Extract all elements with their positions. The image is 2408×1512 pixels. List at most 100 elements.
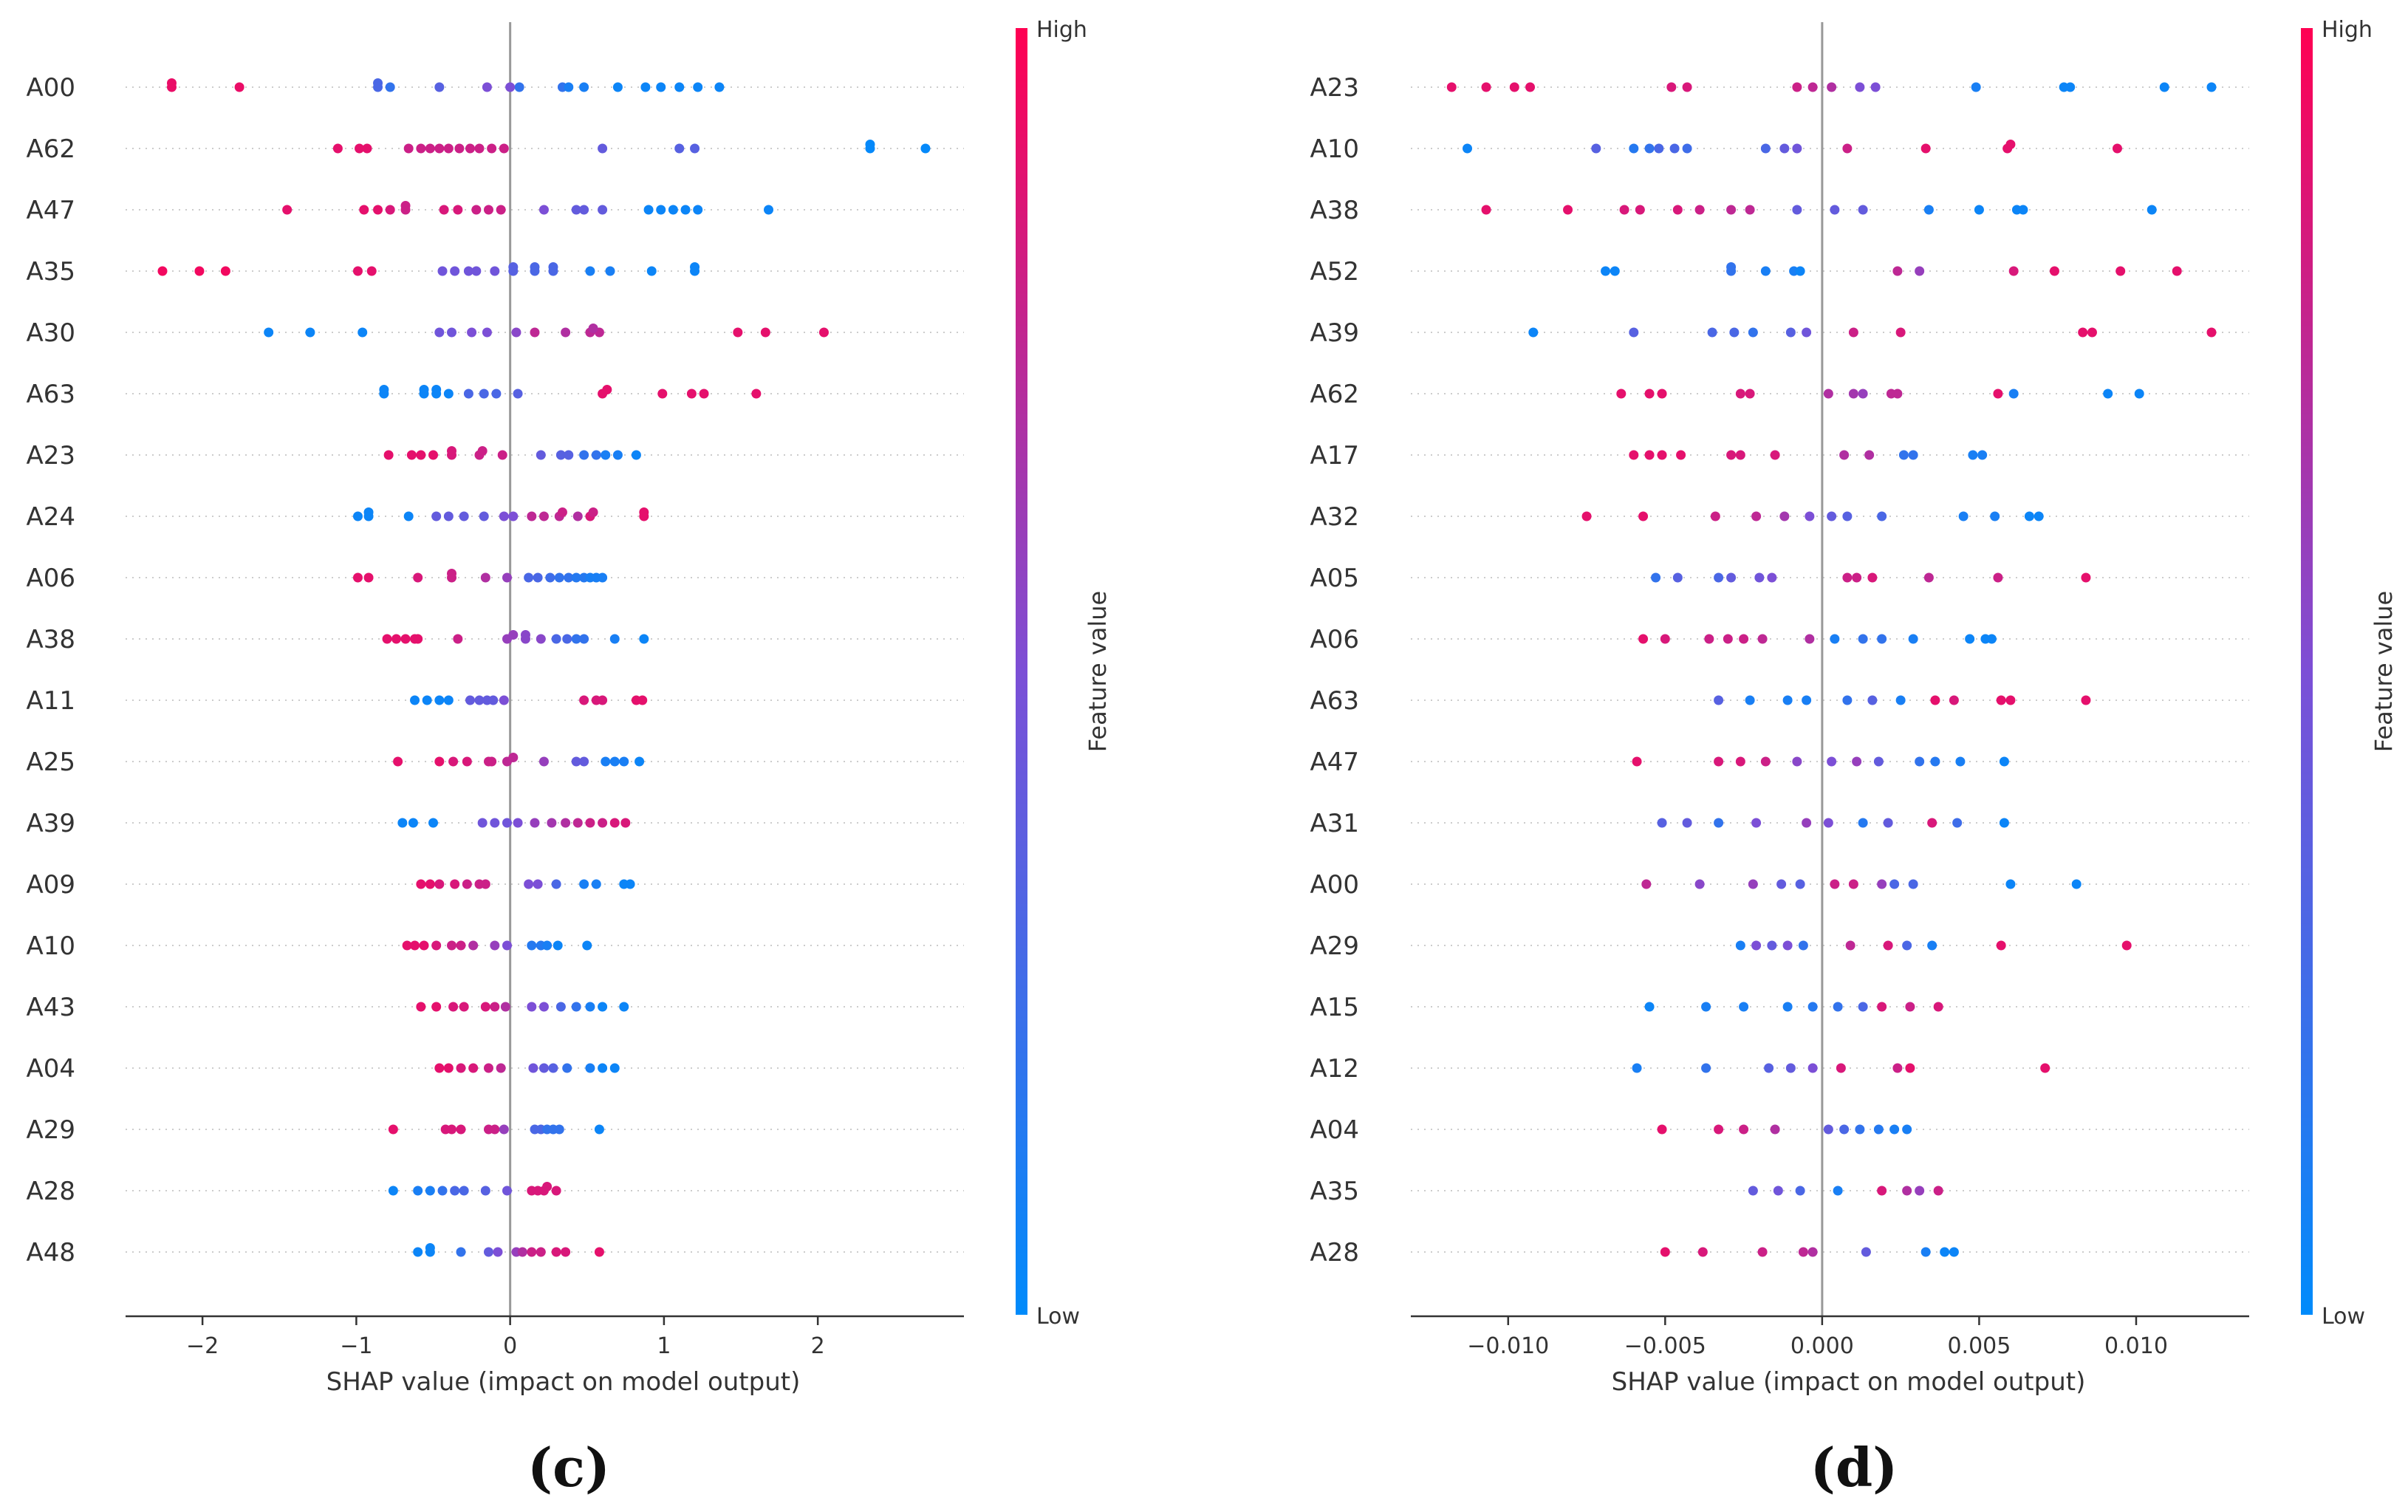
shap-point — [538, 511, 549, 521]
x-axis-title: SHAP value (impact on model output) — [1612, 1367, 2086, 1397]
feature-label-a38: A38 — [1310, 196, 1359, 225]
shap-point — [561, 1247, 571, 1257]
shap-point — [490, 818, 500, 828]
shap-point — [511, 327, 521, 338]
feature-label-a35: A35 — [26, 257, 75, 287]
shap-point — [456, 940, 466, 951]
shap-point — [1792, 205, 1802, 215]
shap-point — [1714, 572, 1724, 583]
shap-point — [1958, 511, 1969, 521]
shap-point — [545, 572, 555, 583]
shap-point — [1726, 572, 1737, 583]
shap-point — [1481, 205, 1491, 215]
shap-point — [1993, 572, 2003, 583]
shap-point — [1760, 143, 1771, 154]
shap-point — [1855, 1124, 1865, 1135]
shap-point — [1996, 695, 2006, 705]
shap-point — [1883, 818, 1893, 828]
feature-label-a06: A06 — [1310, 625, 1359, 654]
shap-point — [385, 82, 395, 92]
shap-point — [674, 82, 685, 92]
shap-point — [305, 327, 315, 338]
shap-point — [425, 143, 435, 154]
x-tick-label: 0.000 — [1790, 1333, 1854, 1359]
shap-point — [1638, 511, 1649, 521]
shap-point — [1892, 266, 1903, 276]
shap-point — [406, 450, 417, 460]
shap-point — [402, 940, 412, 951]
shap-point — [487, 143, 497, 154]
shap-point — [428, 450, 439, 460]
shap-point — [456, 1124, 466, 1135]
shap-point — [1635, 205, 1645, 215]
shap-point — [609, 818, 620, 828]
shap-point — [467, 327, 477, 338]
shap-point — [1726, 450, 1737, 460]
shap-point — [1877, 634, 1887, 644]
shap-point — [1767, 572, 1777, 583]
shap-point — [1601, 266, 1611, 276]
shap-point — [1785, 327, 1796, 338]
shap-point — [818, 327, 829, 338]
shap-point — [733, 327, 743, 338]
shap-point — [2065, 82, 2076, 92]
shap-point — [397, 818, 408, 828]
x-tick-label: 0.005 — [1947, 1333, 2011, 1359]
shap-point — [448, 1002, 459, 1012]
shap-point — [410, 695, 420, 705]
shap-point — [598, 572, 608, 583]
shap-point — [483, 205, 493, 215]
shap-point — [564, 450, 574, 460]
shap-point — [533, 572, 543, 583]
shap-point — [619, 1002, 629, 1012]
x-tick-label: −1 — [340, 1333, 372, 1359]
shap-point — [1632, 756, 1642, 767]
shap-point — [1739, 1124, 1749, 1135]
shap-point — [1848, 389, 1858, 399]
shap-point — [551, 1186, 561, 1196]
shap-point — [1735, 756, 1745, 767]
shap-point — [1795, 266, 1805, 276]
shap-point — [2147, 205, 2157, 215]
feature-label-a47: A47 — [1310, 748, 1359, 777]
shap-point — [1965, 634, 1975, 644]
shap-point — [434, 143, 445, 154]
shap-point — [456, 1247, 466, 1257]
shap-point — [1927, 818, 1937, 828]
shap-point — [437, 266, 448, 276]
shap-point — [579, 450, 589, 460]
shap-point — [1739, 1002, 1749, 1012]
shap-point — [363, 507, 374, 517]
shap-point — [1949, 695, 1959, 705]
shap-point — [579, 634, 589, 644]
shap-point — [551, 634, 561, 644]
shap-point — [643, 205, 654, 215]
shap-point — [538, 1063, 549, 1073]
shap-point — [1892, 389, 1903, 399]
shap-point — [1714, 695, 1724, 705]
shap-point — [1770, 1124, 1780, 1135]
shap-point — [1870, 82, 1881, 92]
shap-point — [447, 327, 457, 338]
shap-point — [443, 511, 454, 521]
shap-point — [588, 507, 598, 517]
shap-point — [1867, 695, 1878, 705]
shap-point — [1723, 634, 1733, 644]
shap-point — [612, 82, 623, 92]
shap-point — [1757, 634, 1768, 644]
shap-point — [482, 327, 492, 338]
shap-point — [490, 266, 500, 276]
colorbar-low-label: Low — [1036, 1304, 1080, 1330]
shap-point — [355, 143, 365, 154]
shap-point — [1905, 1063, 1915, 1073]
shap-point — [383, 450, 394, 460]
shap-point — [598, 1063, 608, 1073]
shap-point — [2087, 327, 2097, 338]
shap-point — [1898, 450, 1909, 460]
shap-point — [388, 1124, 398, 1135]
shap-point — [1581, 511, 1592, 521]
shap-point — [477, 446, 488, 456]
shap-point — [594, 1247, 604, 1257]
shap-point — [2005, 140, 2016, 149]
